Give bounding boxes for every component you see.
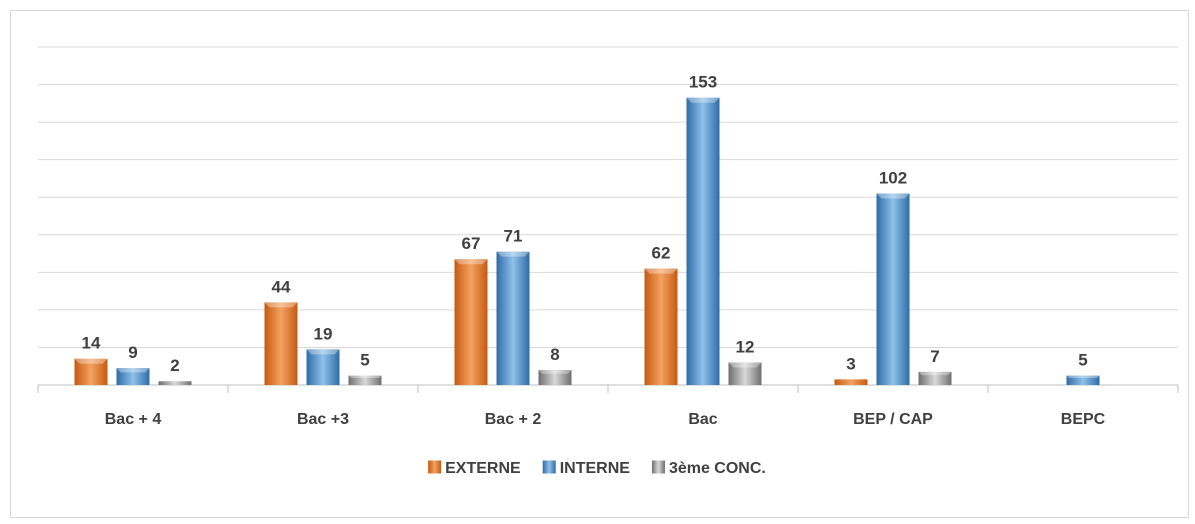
legend-swatch bbox=[428, 460, 442, 474]
legend-item-interne: INTERNE bbox=[542, 460, 631, 477]
bar-body bbox=[306, 349, 340, 385]
bar-body bbox=[918, 371, 952, 385]
bar-body bbox=[1066, 375, 1100, 385]
bar-bevel bbox=[538, 369, 572, 374]
category-labels: Bac + 4 Bac +3 Bac + 2 Bac BEP / CAP BEPC bbox=[105, 411, 1106, 428]
bar-bevel bbox=[306, 349, 340, 355]
legend-swatch bbox=[651, 460, 665, 474]
bar-body bbox=[454, 259, 488, 385]
data-label: 71 bbox=[504, 227, 523, 246]
bar-bevel bbox=[264, 302, 298, 308]
data-label: 5 bbox=[1078, 351, 1087, 370]
bar-body bbox=[876, 193, 910, 385]
bar-3-me-conc-bac-4 bbox=[158, 381, 192, 385]
x-axis bbox=[37, 384, 1179, 393]
bar-body bbox=[158, 381, 192, 385]
bar-bevel bbox=[496, 251, 530, 257]
data-label: 62 bbox=[652, 244, 671, 263]
bar-body bbox=[348, 375, 382, 385]
bar-body bbox=[74, 358, 108, 385]
bar-body bbox=[496, 251, 530, 385]
bar-bevel bbox=[454, 259, 488, 265]
category-label: Bac +3 bbox=[297, 411, 349, 428]
legend-label: EXTERNE bbox=[445, 460, 521, 477]
bar-3-me-conc-bac-2 bbox=[538, 369, 572, 385]
bar-body bbox=[264, 302, 298, 385]
data-label: 19 bbox=[314, 324, 333, 343]
data-label: 5 bbox=[360, 351, 369, 370]
category-label: BEPC bbox=[1061, 411, 1106, 428]
bar-interne-bac-2 bbox=[496, 251, 530, 385]
legend-item-externe: EXTERNE bbox=[428, 460, 521, 477]
category-label: Bac bbox=[688, 411, 717, 428]
data-label: 8 bbox=[550, 345, 559, 364]
bar-bevel bbox=[876, 193, 910, 199]
data-label: 44 bbox=[272, 277, 291, 296]
bar-body bbox=[686, 97, 720, 385]
data-label: 7 bbox=[930, 347, 939, 366]
bar-body bbox=[116, 368, 150, 385]
legend: EXTERNE INTERNE 3ème CONC. bbox=[428, 460, 766, 477]
data-label: 14 bbox=[82, 334, 101, 353]
data-label: 67 bbox=[462, 234, 481, 253]
bar-interne-bepc bbox=[1066, 375, 1100, 385]
legend-label: INTERNE bbox=[560, 460, 631, 477]
bar-bevel bbox=[348, 375, 382, 378]
data-label: 12 bbox=[736, 337, 755, 356]
bar-bevel bbox=[1066, 375, 1100, 378]
bar-externe-bac-4 bbox=[74, 358, 108, 385]
bars bbox=[74, 97, 1100, 385]
bar-interne-bac-3 bbox=[306, 349, 340, 385]
data-label: 153 bbox=[689, 73, 717, 92]
legend-label: 3ème CONC. bbox=[669, 460, 766, 477]
legend-swatch bbox=[542, 460, 556, 474]
bar-bevel bbox=[728, 362, 762, 368]
bar-interne-bac bbox=[686, 97, 720, 385]
bar-externe-bac-2 bbox=[454, 259, 488, 385]
bar-body bbox=[834, 379, 868, 385]
chart-frame bbox=[10, 10, 1189, 518]
bar-bevel bbox=[116, 368, 150, 373]
data-labels: 14 9 2 44 19 5 67 71 8 62 153 12 3 102 7 5 bbox=[82, 73, 1088, 376]
bar-body bbox=[538, 369, 572, 385]
bar-externe-bep-cap bbox=[834, 379, 868, 385]
bar-body bbox=[728, 362, 762, 385]
data-label: 102 bbox=[879, 168, 907, 187]
bar-externe-bac-3 bbox=[264, 302, 298, 385]
category-label: BEP / CAP bbox=[853, 411, 933, 428]
bar-bevel bbox=[644, 268, 678, 274]
bar-3-me-conc-bac-3 bbox=[348, 375, 382, 385]
bar-bevel bbox=[686, 97, 720, 103]
category-label: Bac + 4 bbox=[105, 411, 162, 428]
bar-interne-bep-cap bbox=[876, 193, 910, 385]
legend-item-3-me-conc: 3ème CONC. bbox=[651, 460, 766, 477]
gridlines bbox=[38, 46, 1178, 348]
bar-interne-bac-4 bbox=[116, 368, 150, 385]
category-label: Bac + 2 bbox=[485, 411, 542, 428]
data-label: 2 bbox=[170, 356, 179, 375]
bar-bevel bbox=[918, 371, 952, 376]
bar-externe-bac bbox=[644, 268, 678, 385]
data-label: 9 bbox=[128, 343, 137, 362]
bar-3-me-conc-bac bbox=[728, 362, 762, 385]
data-label: 3 bbox=[846, 354, 855, 373]
bar-bevel bbox=[74, 358, 108, 364]
bar-3-me-conc-bep-cap bbox=[918, 371, 952, 385]
bar-body bbox=[644, 268, 678, 385]
